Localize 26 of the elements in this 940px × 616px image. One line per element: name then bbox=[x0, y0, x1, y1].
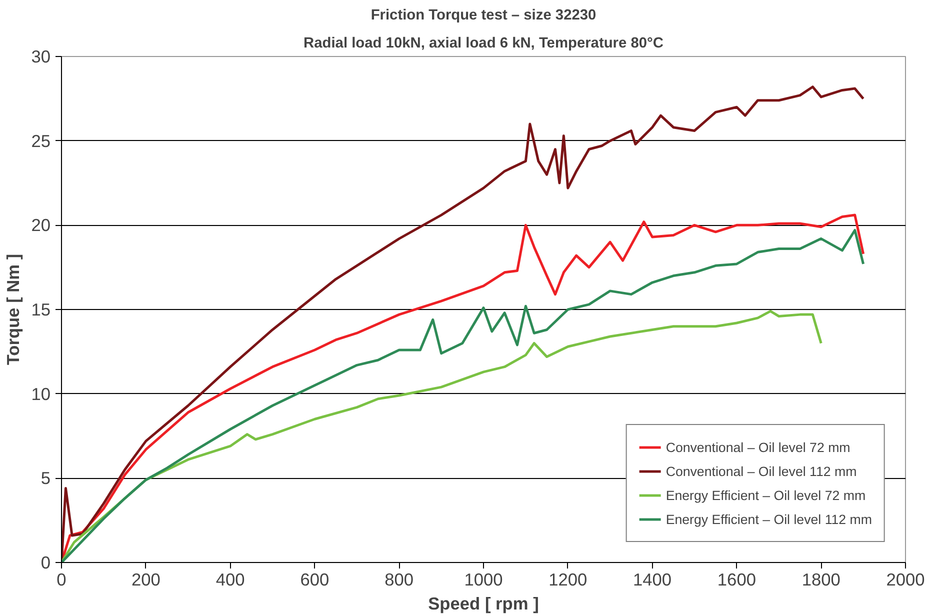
x-tick-label: 200 bbox=[131, 570, 160, 590]
x-tick-label: 1800 bbox=[802, 570, 840, 590]
chart-subtitle: Radial load 10kN, axial load 6 kN, Temperature 80°C bbox=[304, 36, 664, 52]
x-tick-label: 2000 bbox=[886, 570, 925, 590]
legend-label: Conventional – Oil level 72 mm bbox=[666, 440, 850, 454]
x-tick-label: 600 bbox=[300, 570, 330, 590]
x-tick-label: 1200 bbox=[548, 570, 588, 590]
y-tick-label: 30 bbox=[31, 46, 51, 66]
x-axis-title: Speed [ rpm ] bbox=[428, 594, 539, 614]
y-axis-title: Torque [ Nm ] bbox=[3, 254, 24, 366]
chart-title: Friction Torque test – size 32230 bbox=[370, 8, 596, 24]
legend-label: Conventional – Oil level 112 mm bbox=[666, 464, 857, 478]
y-tick-label: 25 bbox=[31, 130, 51, 151]
x-tick-label: 800 bbox=[384, 570, 414, 590]
x-tick-label: 1400 bbox=[633, 570, 672, 590]
x-tick-label: 1000 bbox=[464, 570, 503, 590]
y-tick-label: 20 bbox=[31, 215, 51, 236]
y-tick-label: 5 bbox=[40, 468, 51, 488]
legend-label: Energy Efficient – Oil level 112 mm bbox=[666, 512, 872, 526]
y-tick-label: 15 bbox=[31, 300, 51, 320]
x-tick-label: 1600 bbox=[717, 570, 756, 590]
x-tick-label: 400 bbox=[216, 570, 245, 590]
x-tick-label: 0 bbox=[56, 570, 66, 590]
y-tick-label: 10 bbox=[31, 384, 51, 404]
y-tick-label: 0 bbox=[40, 552, 51, 572]
legend-label: Energy Efficient – Oil level 72 mm bbox=[666, 488, 866, 502]
